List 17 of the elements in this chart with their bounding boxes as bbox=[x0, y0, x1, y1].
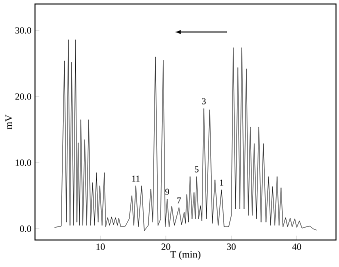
x-tick-label: 30 bbox=[227, 244, 236, 250]
y-tick-label: 30.0 bbox=[15, 27, 32, 34]
annotation: 9 bbox=[165, 188, 170, 195]
x-axis-title: T (min) bbox=[170, 250, 200, 260]
annotation: 7 bbox=[177, 198, 181, 204]
y-tick-label: 10.0 bbox=[16, 159, 32, 166]
y-axis-title: mV bbox=[5, 114, 12, 130]
x-tick-label: 40 bbox=[292, 244, 302, 250]
x-tick-label: 10 bbox=[96, 244, 105, 250]
annotation: 5 bbox=[194, 166, 199, 172]
y-tick-label: 20.0 bbox=[15, 93, 32, 100]
annotation: 1 bbox=[220, 180, 224, 186]
x-tick-label: 20 bbox=[162, 244, 170, 250]
y-tick-label: 0.0 bbox=[20, 226, 32, 232]
annotation: 11 bbox=[132, 176, 140, 182]
annotation: 3 bbox=[202, 98, 206, 104]
line-series bbox=[54, 39, 317, 231]
